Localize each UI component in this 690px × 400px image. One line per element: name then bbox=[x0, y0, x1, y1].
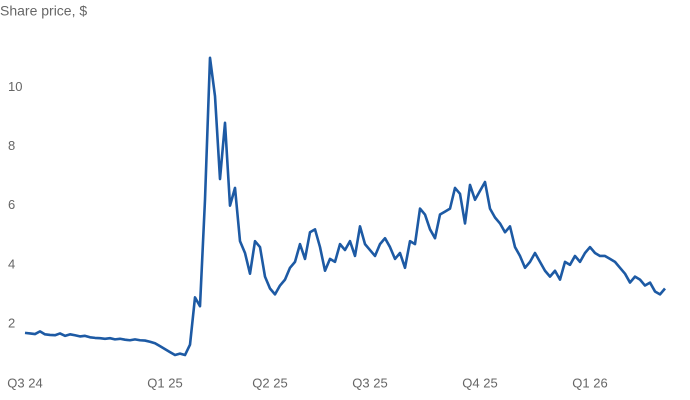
y-tick-label: 10 bbox=[8, 79, 22, 94]
y-tick-label: 8 bbox=[8, 138, 15, 153]
y-tick-label: 2 bbox=[8, 315, 15, 330]
x-tick-label: Q3 25 bbox=[352, 375, 387, 390]
x-tick-label: Q3 24 bbox=[7, 375, 42, 390]
y-tick-label: 6 bbox=[8, 197, 15, 212]
y-tick-label: 4 bbox=[8, 256, 15, 271]
x-tick-label: Q4 25 bbox=[462, 375, 497, 390]
x-tick-label: Q1 25 bbox=[147, 375, 182, 390]
price-line bbox=[24, 56, 666, 357]
chart-title: Share price, $ bbox=[0, 3, 87, 19]
x-tick-label: Q1 26 bbox=[572, 375, 607, 390]
x-tick-label: Q2 25 bbox=[252, 375, 287, 390]
